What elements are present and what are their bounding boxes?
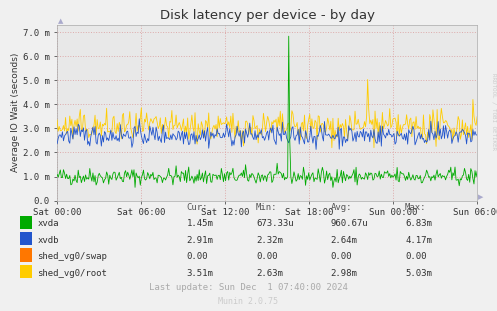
Text: Last update: Sun Dec  1 07:40:00 2024: Last update: Sun Dec 1 07:40:00 2024 bbox=[149, 283, 348, 292]
Text: ▶: ▶ bbox=[478, 195, 484, 201]
Text: ▲: ▲ bbox=[58, 18, 64, 24]
Text: 960.67u: 960.67u bbox=[331, 219, 368, 228]
Text: shed_vg0/root: shed_vg0/root bbox=[37, 268, 107, 277]
Text: Munin 2.0.75: Munin 2.0.75 bbox=[219, 297, 278, 306]
Title: Disk latency per device - by day: Disk latency per device - by day bbox=[160, 9, 375, 22]
Text: 6.83m: 6.83m bbox=[405, 219, 432, 228]
Text: shed_vg0/swap: shed_vg0/swap bbox=[37, 252, 107, 261]
Text: 2.91m: 2.91m bbox=[186, 235, 213, 244]
Text: 3.51m: 3.51m bbox=[186, 268, 213, 277]
Text: xvda: xvda bbox=[37, 219, 59, 228]
Text: Cur:: Cur: bbox=[186, 203, 208, 212]
Text: 0.00: 0.00 bbox=[331, 252, 352, 261]
Text: 0.00: 0.00 bbox=[405, 252, 426, 261]
Text: 1.45m: 1.45m bbox=[186, 219, 213, 228]
Text: 2.98m: 2.98m bbox=[331, 268, 357, 277]
Text: Avg:: Avg: bbox=[331, 203, 352, 212]
Text: 2.64m: 2.64m bbox=[331, 235, 357, 244]
Text: 0.00: 0.00 bbox=[256, 252, 277, 261]
Y-axis label: Average IO Wait (seconds): Average IO Wait (seconds) bbox=[11, 53, 20, 172]
Text: 5.03m: 5.03m bbox=[405, 268, 432, 277]
Text: 0.00: 0.00 bbox=[186, 252, 208, 261]
Text: 2.63m: 2.63m bbox=[256, 268, 283, 277]
Text: xvdb: xvdb bbox=[37, 235, 59, 244]
Text: Min:: Min: bbox=[256, 203, 277, 212]
Text: Max:: Max: bbox=[405, 203, 426, 212]
Text: 4.17m: 4.17m bbox=[405, 235, 432, 244]
Text: 2.32m: 2.32m bbox=[256, 235, 283, 244]
Text: 673.33u: 673.33u bbox=[256, 219, 294, 228]
Text: RRDTOOL / TOBI OETIKER: RRDTOOL / TOBI OETIKER bbox=[491, 73, 496, 151]
